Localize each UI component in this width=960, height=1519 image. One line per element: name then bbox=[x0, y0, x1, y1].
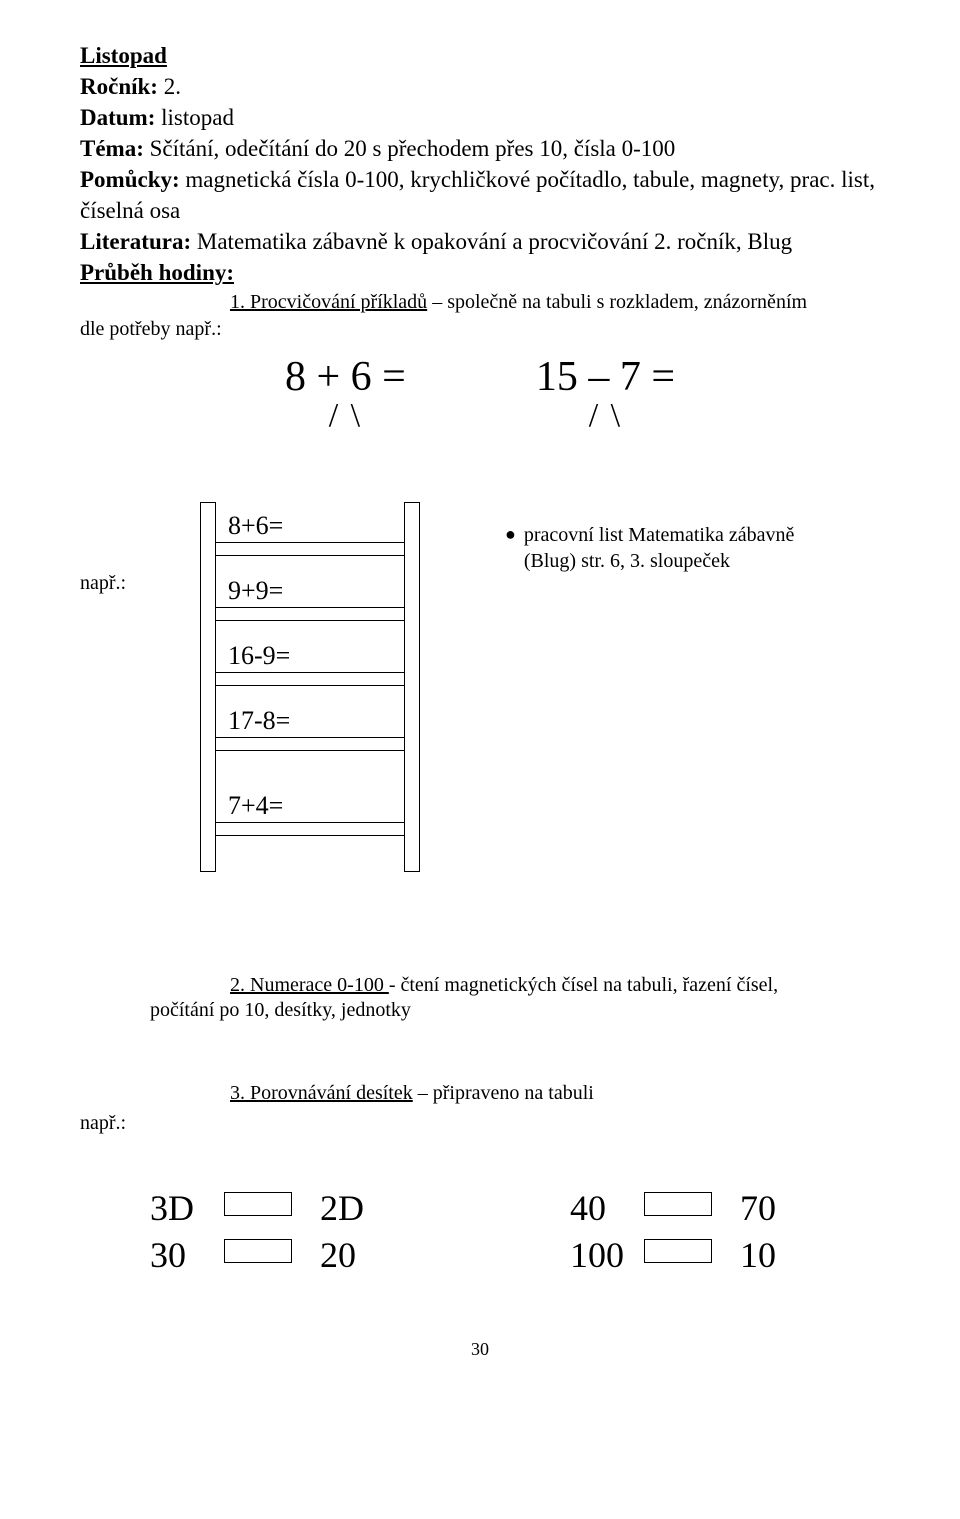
section2-line2: počítání po 10, desítky, jednotky bbox=[150, 999, 880, 1022]
compare-row-2: 30 20 100 10 bbox=[150, 1232, 880, 1279]
ladder-rail-left bbox=[200, 502, 216, 872]
ladder-rung bbox=[216, 607, 404, 621]
compare-box-1a bbox=[224, 1192, 292, 1216]
literatura-value: Matematika zábavně k opakování a procvič… bbox=[191, 229, 792, 254]
ladder-rung bbox=[216, 672, 404, 686]
rocnik-label: Ročník: bbox=[80, 74, 158, 99]
ladder: 8+6= 9+9= 16-9= 17-8= 7+4= bbox=[200, 502, 420, 872]
rocnik-value: 2. bbox=[158, 74, 181, 99]
section3-text: 3. Porovnávání desítek – připraveno na t… bbox=[230, 1082, 594, 1105]
tema-value: Sčítání, odečítání do 20 s přechodem pře… bbox=[144, 136, 675, 161]
eq-left-text: 8 + 6 = bbox=[285, 353, 406, 401]
bullet-line1: pracovní list Matematika zábavně bbox=[524, 524, 794, 546]
section2-line1: 2. Numerace 0-100 - čtení magnetických č… bbox=[230, 972, 880, 999]
compare-box-2a bbox=[224, 1239, 292, 1263]
pomucky-value: magnetická čísla 0-100, krychličkové poč… bbox=[80, 167, 875, 223]
compare-2c: 100 bbox=[570, 1232, 640, 1279]
napr-label-2: např.: bbox=[80, 1112, 880, 1135]
compare-1d: 70 bbox=[740, 1185, 810, 1232]
section3-lead: 3. Porovnávání desítek bbox=[230, 1082, 413, 1104]
ladder-rung bbox=[216, 737, 404, 751]
bullet-line2: (Blug) str. 6, 3. sloupeček bbox=[524, 550, 730, 572]
eq-left-split: / \ bbox=[285, 401, 406, 432]
ladder-rail-right bbox=[404, 502, 420, 872]
section-2: 2. Numerace 0-100 - čtení magnetických č… bbox=[80, 972, 880, 1022]
compare-row-1: 3D 2D 40 70 bbox=[150, 1185, 880, 1232]
compare-rows: 3D 2D 40 70 30 20 100 10 bbox=[150, 1185, 880, 1279]
step1-underline: 1. Procvičování příkladů bbox=[230, 291, 427, 313]
compare-2d: 10 bbox=[740, 1232, 810, 1279]
header-block: Listopad Ročník: 2. Datum: listopad Téma… bbox=[80, 40, 880, 343]
compare-box-1b bbox=[644, 1192, 712, 1216]
line-datum: Datum: listopad bbox=[80, 102, 880, 133]
prubeh-title: Průběh hodiny: bbox=[80, 260, 234, 285]
ladder-rung-label: 17-8= bbox=[228, 706, 290, 736]
eq-right-text: 15 – 7 = bbox=[536, 353, 675, 401]
compare-1b: 2D bbox=[320, 1185, 390, 1232]
equation-right: 15 – 7 = / \ bbox=[536, 353, 675, 432]
step1-rest: – společně na tabuli s rozkladem, znázor… bbox=[427, 291, 807, 313]
compare-1c: 40 bbox=[570, 1185, 640, 1232]
section-3: 3. Porovnávání desítek – připraveno na t… bbox=[80, 1082, 880, 1135]
ladder-rung-label: 9+9= bbox=[228, 576, 283, 606]
literatura-label: Literatura: bbox=[80, 229, 191, 254]
line-step1: 1. Procvičování příkladů – společně na t… bbox=[230, 288, 880, 316]
page-number: 30 bbox=[80, 1339, 880, 1360]
section2-lead: 2. Numerace 0-100 bbox=[230, 974, 389, 996]
line-rocnik: Ročník: 2. bbox=[80, 71, 880, 102]
eq-right-split: / \ bbox=[536, 401, 675, 432]
bullet-item: ● pracovní list Matematika zábavně (Blug… bbox=[505, 522, 855, 574]
datum-label: Datum: bbox=[80, 105, 155, 130]
napr-label-1: např.: bbox=[80, 572, 126, 595]
line-listopad: Listopad bbox=[80, 40, 880, 71]
datum-value: listopad bbox=[155, 105, 234, 130]
bullet-icon: ● bbox=[505, 522, 516, 574]
compare-1a: 3D bbox=[150, 1185, 220, 1232]
compare-box-2b bbox=[644, 1239, 712, 1263]
section2-rest1: - čtení magnetických čísel na tabuli, řa… bbox=[389, 974, 778, 996]
line-literatura: Literatura: Matematika zábavně k opaková… bbox=[80, 226, 880, 257]
line-prubeh: Průběh hodiny: bbox=[80, 257, 880, 288]
compare-2a: 30 bbox=[150, 1232, 220, 1279]
listopad-title: Listopad bbox=[80, 43, 167, 68]
ladder-rung bbox=[216, 542, 404, 556]
ladder-rung-label: 16-9= bbox=[228, 641, 290, 671]
compare-2b: 20 bbox=[320, 1232, 390, 1279]
equations-block: 8 + 6 = / \ 15 – 7 = / \ bbox=[80, 353, 880, 432]
bullet-text: pracovní list Matematika zábavně (Blug) … bbox=[524, 522, 794, 574]
line-pomucky: Pomůcky: magnetická čísla 0-100, krychli… bbox=[80, 164, 880, 226]
ladder-rung bbox=[216, 822, 404, 836]
bullet-section: ● pracovní list Matematika zábavně (Blug… bbox=[505, 522, 855, 574]
ladder-rung-label: 8+6= bbox=[228, 511, 283, 541]
line-tema: Téma: Sčítání, odečítání do 20 s přechod… bbox=[80, 133, 880, 164]
pomucky-label: Pomůcky: bbox=[80, 167, 180, 192]
section3-rest: – připraveno na tabuli bbox=[413, 1082, 594, 1104]
middle-section: např.: 8+6= 9+9= 16-9= 17-8= 7+4= ● pracovní… bbox=[80, 502, 880, 872]
equation-left: 8 + 6 = / \ bbox=[285, 353, 406, 432]
line-dle: dle potřeby např.: bbox=[80, 316, 880, 343]
tema-label: Téma: bbox=[80, 136, 144, 161]
ladder-rung-label: 7+4= bbox=[228, 791, 283, 821]
